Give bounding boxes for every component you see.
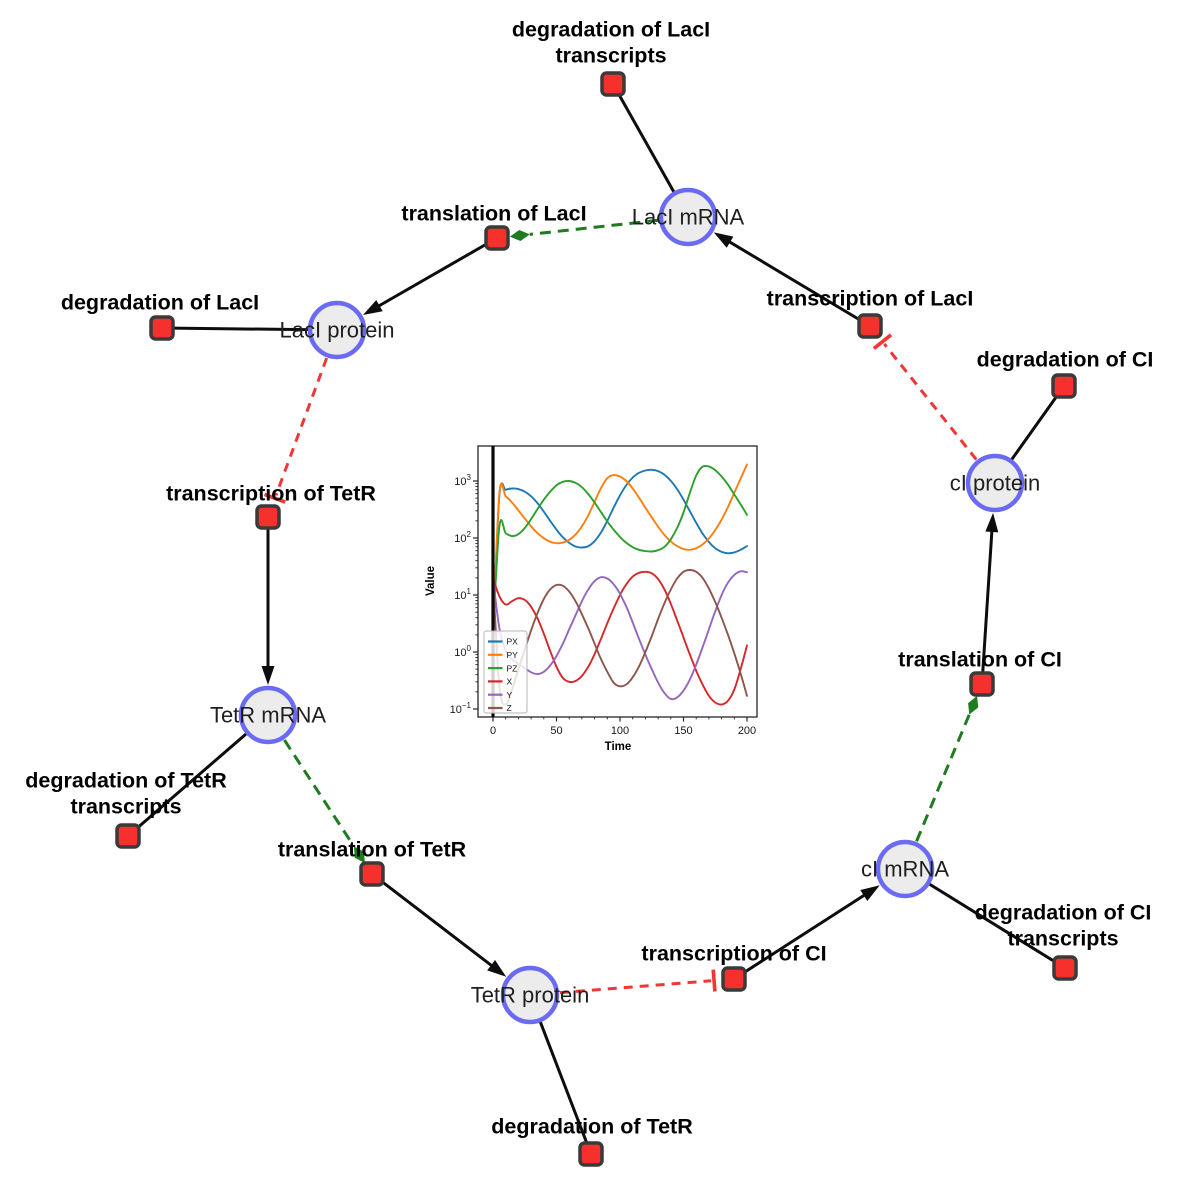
reaction-node-degradation-ci[interactable] [1051, 373, 1077, 399]
edge-consumption-ci-mrna-degradation-ci-transcripts[interactable] [904, 867, 1066, 970]
reaction-node-transcription-tetr[interactable] [255, 504, 281, 530]
species-node-ci-mrna[interactable] [875, 839, 935, 899]
species-node-laci-mrna[interactable] [658, 187, 718, 247]
reaction-label-degradation-tetr: degradation of TetR [491, 1115, 693, 1139]
reaction-label-translation-tetr: translation of TetR [278, 838, 467, 862]
edge-production-transcription-tetr-tetr-mrna[interactable] [261, 517, 275, 685]
reaction-label-degradation-tetr-transcripts: transcripts [70, 795, 181, 819]
reaction-label-translation-ci: translation of CI [898, 648, 1062, 672]
species-label-ci-mrna: cI mRNA [861, 857, 949, 882]
plot-series [492, 463, 748, 706]
x-axis-tick-label: 200 [738, 725, 756, 737]
reaction-label-transcription-ci: transcription of CI [641, 942, 826, 966]
reaction-label-degradation-laci: degradation of LacI [61, 291, 259, 315]
reaction-node-degradation-ci-transcripts[interactable] [1052, 955, 1078, 981]
legend-label-Y: Y [507, 690, 513, 700]
y-axis-tick-label: 100 [454, 644, 471, 659]
x-axis-tick-label: 0 [490, 725, 496, 737]
edge-inhibition-tetr-protein-transcription-ci[interactable] [559, 969, 717, 995]
inhibition-tee-icon [711, 969, 717, 992]
diamond-arrowhead-icon [968, 696, 979, 715]
y-axis-title: Value [425, 566, 437, 596]
legend-label-PX: PX [507, 637, 519, 647]
y-axis-tick-label: 103 [454, 473, 471, 488]
arrowhead-icon [363, 299, 383, 316]
edge-modifier-laci-mrna-translation-laci[interactable] [509, 218, 659, 241]
species-label-ci-protein: cI protein [950, 471, 1041, 496]
reaction-label-degradation-ci-transcripts: transcripts [1007, 927, 1118, 951]
nodes-layer [115, 71, 1078, 1167]
plot-legend: PX PY PZ XYZ [483, 630, 528, 714]
reaction-node-translation-ci[interactable] [969, 671, 995, 697]
reaction-label-translation-laci: translation of LacI [401, 202, 586, 226]
reaction-node-transcription-ci[interactable] [721, 966, 747, 992]
reaction-label-degradation-ci: degradation of CI [977, 348, 1154, 372]
species-label-laci-protein: LacI protein [280, 318, 395, 343]
series-line-Y [492, 570, 748, 701]
species-node-tetr-protein[interactable] [500, 965, 560, 1025]
species-label-laci-mrna: LacI mRNA [632, 205, 745, 230]
reaction-label-transcription-laci: transcription of LacI [767, 287, 974, 311]
inhibition-tee-icon [872, 333, 893, 350]
edge-inhibition-laci-protein-transcription-tetr[interactable] [263, 357, 329, 504]
reaction-node-translation-tetr[interactable] [359, 861, 385, 887]
series-line-PX [492, 468, 748, 636]
arrowhead-icon [487, 960, 507, 977]
y-axis-tick-label: 102 [454, 530, 471, 545]
arrowhead-icon [261, 666, 275, 685]
inhibition-tee-icon [263, 492, 286, 504]
reaction-label-degradation-laci-transcripts: degradation of LacI [512, 18, 710, 42]
species-node-laci-protein[interactable] [307, 300, 367, 360]
series-line-Z [492, 569, 748, 706]
x-axis-title: Time [605, 741, 632, 753]
diamond-arrowhead-icon [509, 230, 530, 241]
labels-layer: LacI mRNA LacI protein TetR mRNA TetR prote… [25, 18, 1153, 1139]
series-line-PZ [492, 464, 748, 636]
edge-inhibition-ci-protein-transcription-laci[interactable] [872, 333, 978, 461]
x-axis-tick-label: 50 [550, 725, 562, 737]
arrowhead-icon [985, 512, 999, 533]
edge-consumption-tetr-mrna-degradation-tetr-transcripts[interactable] [127, 713, 269, 838]
edge-modifier-tetr-mrna-translation-tetr[interactable] [283, 739, 365, 864]
reaction-node-degradation-laci[interactable] [149, 315, 175, 341]
y-axis-tick-label: 10−1 [450, 701, 472, 716]
edge-production-translation-ci-ci-protein[interactable] [980, 512, 999, 685]
reaction-label-degradation-ci-transcripts: degradation of CI [975, 901, 1152, 925]
reaction-label-degradation-tetr-transcripts: degradation of TetR [25, 769, 227, 793]
edge-production-translation-tetr-tetr-protein[interactable] [371, 872, 507, 977]
arrowhead-icon [860, 885, 880, 901]
legend-box [483, 630, 528, 714]
x-axis-tick-label: 100 [611, 725, 629, 737]
arrowhead-icon [713, 232, 734, 248]
species-label-tetr-mrna: TetR mRNA [210, 703, 326, 728]
edge-production-transcription-laci-laci-mrna[interactable] [713, 232, 871, 328]
edge-production-translation-laci-laci-protein[interactable] [363, 236, 498, 316]
legend-label-PY: PY [507, 650, 519, 660]
species-node-tetr-mrna[interactable] [238, 685, 298, 745]
reaction-label-transcription-tetr: transcription of TetR [166, 482, 376, 506]
edges-layer [127, 83, 1066, 1155]
x-axis-tick-label: 150 [674, 725, 692, 737]
reaction-node-transcription-laci[interactable] [857, 313, 883, 339]
reaction-node-degradation-tetr-transcripts[interactable] [115, 823, 141, 849]
reaction-node-degradation-laci-transcripts[interactable] [600, 71, 626, 97]
y-axis-tick-label: 101 [454, 587, 471, 602]
species-label-tetr-protein: TetR protein [471, 983, 590, 1008]
legend-label-X: X [507, 677, 513, 687]
reaction-label-degradation-laci-transcripts: transcripts [555, 44, 666, 68]
reaction-node-degradation-tetr[interactable] [578, 1141, 604, 1167]
series-line-PY [492, 463, 748, 636]
legend-label-Z: Z [507, 703, 512, 713]
edge-production-transcription-ci-ci-mrna[interactable] [733, 885, 880, 981]
diamond-arrowhead-icon [353, 846, 365, 864]
legend-label-PZ: PZ [507, 663, 518, 673]
edge-modifier-ci-mrna-translation-ci[interactable] [915, 696, 979, 842]
species-node-ci-protein[interactable] [965, 453, 1025, 513]
reaction-node-translation-laci[interactable] [484, 225, 510, 251]
